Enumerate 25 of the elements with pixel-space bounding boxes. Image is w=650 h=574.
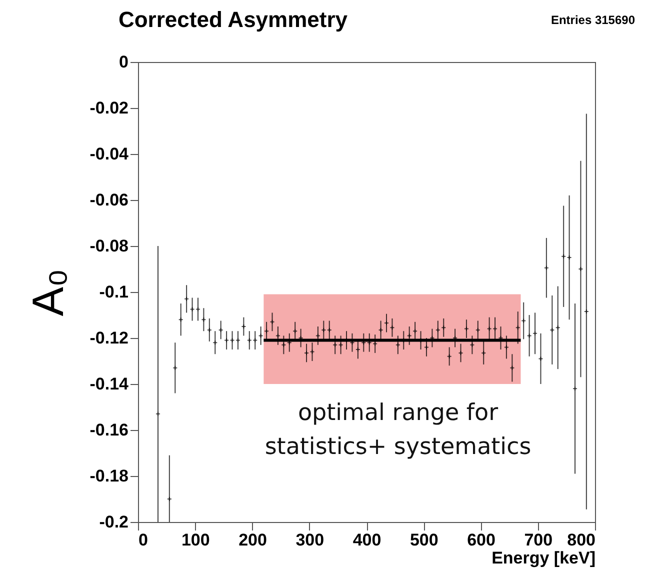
x-tick-label: 100 bbox=[181, 530, 210, 550]
y-tick-label: 0 bbox=[119, 52, 128, 72]
x-tick-label: 300 bbox=[296, 530, 324, 550]
x-tick-label: 500 bbox=[410, 530, 438, 550]
y-tick-label: -0.16 bbox=[90, 420, 128, 440]
x-tick-label: 0 bbox=[138, 530, 148, 550]
chart-title: Corrected Asymmetry bbox=[118, 7, 348, 32]
x-tick-label: 600 bbox=[467, 530, 496, 550]
x-axis-title: Energy [keV] bbox=[492, 548, 596, 568]
y-tick-label: -0.12 bbox=[90, 328, 128, 348]
x-tick-label: 700 bbox=[524, 530, 553, 550]
y-tick-label: -0.06 bbox=[90, 190, 128, 210]
text: Entries 315690 bbox=[550, 13, 636, 27]
y-tick-label: -0.18 bbox=[90, 466, 128, 486]
y-tick-label: -0.14 bbox=[90, 374, 130, 394]
annotation: optimal range for statistics+ systematics bbox=[264, 400, 532, 460]
x-tick-label: 200 bbox=[238, 530, 267, 550]
y-axis-title: A₀ bbox=[24, 268, 73, 316]
y-tick-label: -0.1 bbox=[99, 282, 128, 302]
y-tick-label: -0.08 bbox=[90, 236, 128, 256]
y-tick-label: -0.2 bbox=[99, 512, 128, 532]
y-tick-label: -0.04 bbox=[90, 144, 130, 164]
y-tick-label: -0.02 bbox=[90, 98, 128, 118]
x-tick-label: 800 bbox=[567, 530, 596, 550]
x-tick-label: 400 bbox=[352, 530, 382, 550]
